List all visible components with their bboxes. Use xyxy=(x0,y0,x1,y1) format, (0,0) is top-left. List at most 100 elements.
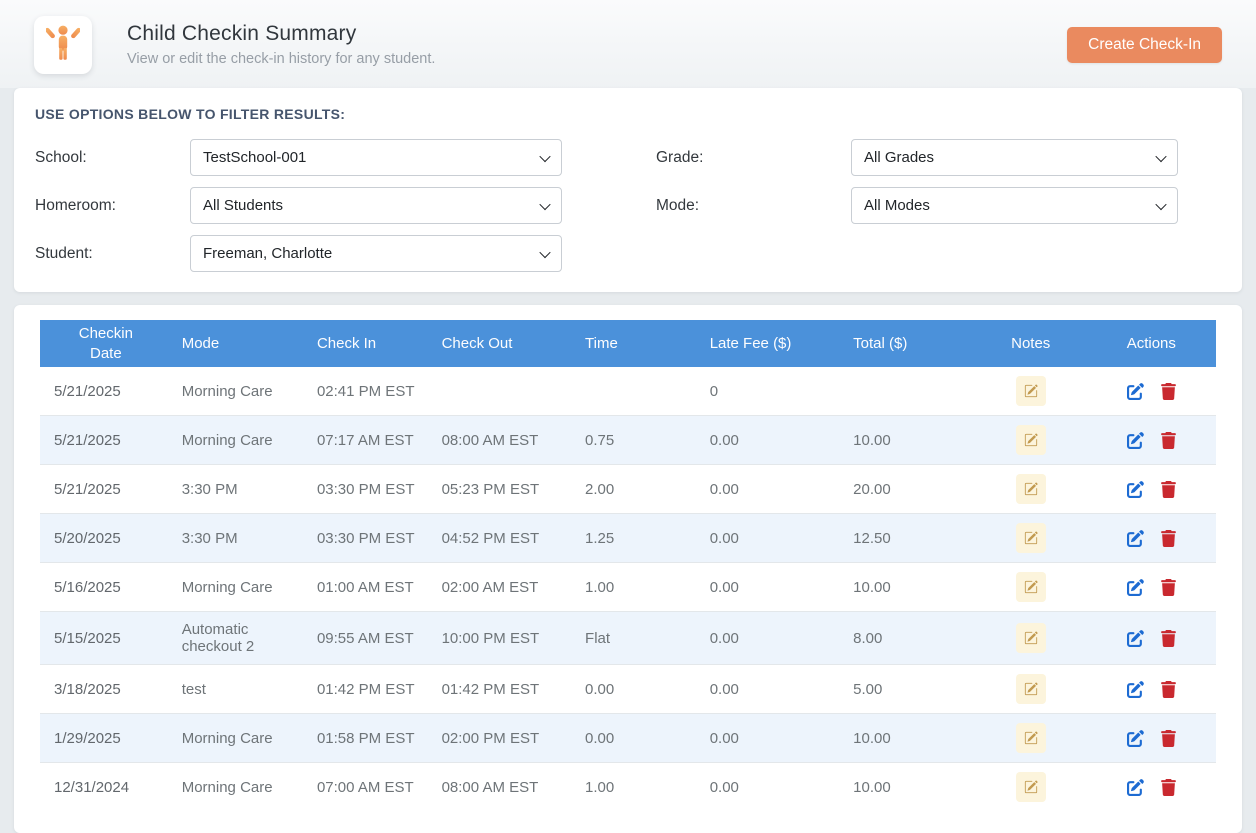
mode-cell: Morning Care xyxy=(172,763,307,812)
edit-button[interactable] xyxy=(1127,630,1144,647)
delete-button[interactable] xyxy=(1161,730,1176,747)
mode-label: Mode: xyxy=(656,197,851,215)
checkin-date-cell: 5/21/2025 xyxy=(40,416,172,465)
notes-button[interactable] xyxy=(1016,572,1046,602)
filter-heading: USE OPTIONS BELOW TO FILTER RESULTS: xyxy=(35,106,1221,122)
check-out-cell: 02:00 PM EST xyxy=(432,714,575,763)
actions-cell xyxy=(1087,665,1216,714)
grade-label: Grade: xyxy=(656,149,851,167)
grade-select-wrap: All Grades xyxy=(851,139,1178,176)
filter-grid: School: TestSchool-001 Grade: All Grades… xyxy=(35,139,1221,272)
trash-icon xyxy=(1161,383,1176,400)
check-out-cell: 02:00 AM EST xyxy=(432,563,575,612)
notes-button[interactable] xyxy=(1016,723,1046,753)
total-cell: 20.00 xyxy=(843,465,975,514)
late-fee-cell: 0.00 xyxy=(700,763,843,812)
mode-select[interactable]: All Modes xyxy=(851,187,1178,224)
checkin-date-cell: 5/21/2025 xyxy=(40,367,172,416)
delete-button[interactable] xyxy=(1161,630,1176,647)
student-field: Student: Freeman, Charlotte xyxy=(35,235,600,272)
late-fee-cell: 0.00 xyxy=(700,563,843,612)
edit-icon xyxy=(1127,579,1144,596)
notes-button[interactable] xyxy=(1016,474,1046,504)
edit-button[interactable] xyxy=(1127,530,1144,547)
actions-cell xyxy=(1087,416,1216,465)
edit-icon xyxy=(1127,481,1144,498)
table-row: 5/21/2025 Morning Care 02:41 PM EST 0 xyxy=(40,367,1216,416)
pencil-square-icon xyxy=(1024,731,1038,745)
school-select[interactable]: TestSchool-001 xyxy=(190,139,562,176)
checkin-table-body: 5/21/2025 Morning Care 02:41 PM EST 0 xyxy=(40,367,1216,811)
grade-select[interactable]: All Grades xyxy=(851,139,1178,176)
edit-button[interactable] xyxy=(1127,383,1144,400)
delete-button[interactable] xyxy=(1161,530,1176,547)
notes-button[interactable] xyxy=(1016,623,1046,653)
time-cell: 1.25 xyxy=(575,514,700,563)
col-header-time: Time xyxy=(575,320,700,367)
actions-cell xyxy=(1087,612,1216,665)
time-cell: 0.00 xyxy=(575,714,700,763)
edit-button[interactable] xyxy=(1127,432,1144,449)
total-cell: 10.00 xyxy=(843,563,975,612)
check-in-cell: 01:42 PM EST xyxy=(307,665,432,714)
edit-button[interactable] xyxy=(1127,730,1144,747)
check-in-cell: 09:55 AM EST xyxy=(307,612,432,665)
notes-cell xyxy=(975,465,1087,514)
notes-cell xyxy=(975,514,1087,563)
mode-cell: Automatic checkout 2 xyxy=(172,612,307,665)
edit-button[interactable] xyxy=(1127,579,1144,596)
trash-icon xyxy=(1161,432,1176,449)
checkin-date-cell: 1/29/2025 xyxy=(40,714,172,763)
filter-panel: USE OPTIONS BELOW TO FILTER RESULTS: Sch… xyxy=(14,88,1242,292)
pencil-square-icon xyxy=(1024,580,1038,594)
homeroom-label: Homeroom: xyxy=(35,197,190,215)
check-out-cell: 05:23 PM EST xyxy=(432,465,575,514)
delete-button[interactable] xyxy=(1161,383,1176,400)
checkin-table: Checkin Date Mode Check In Check Out Tim… xyxy=(40,320,1216,811)
notes-cell xyxy=(975,763,1087,812)
notes-cell xyxy=(975,612,1087,665)
homeroom-field: Homeroom: All Students xyxy=(35,187,600,224)
total-cell: 8.00 xyxy=(843,612,975,665)
notes-button[interactable] xyxy=(1016,772,1046,802)
late-fee-cell: 0.00 xyxy=(700,416,843,465)
total-cell: 5.00 xyxy=(843,665,975,714)
notes-cell xyxy=(975,367,1087,416)
table-row: 5/21/2025 3:30 PM 03:30 PM EST 05:23 PM … xyxy=(40,465,1216,514)
trash-icon xyxy=(1161,681,1176,698)
check-out-cell xyxy=(432,367,575,416)
trash-icon xyxy=(1161,530,1176,547)
check-out-cell: 08:00 AM EST xyxy=(432,416,575,465)
notes-cell xyxy=(975,563,1087,612)
delete-button[interactable] xyxy=(1161,681,1176,698)
edit-icon xyxy=(1127,730,1144,747)
student-select[interactable]: Freeman, Charlotte xyxy=(190,235,562,272)
col-header-total: Total ($) xyxy=(843,320,975,367)
delete-button[interactable] xyxy=(1161,779,1176,796)
col-header-mode: Mode xyxy=(172,320,307,367)
checkin-date-cell: 12/31/2024 xyxy=(40,763,172,812)
create-checkin-button[interactable]: Create Check-In xyxy=(1067,27,1222,63)
edit-button[interactable] xyxy=(1127,681,1144,698)
trash-icon xyxy=(1161,779,1176,796)
page-title: Child Checkin Summary xyxy=(127,22,435,46)
school-field: School: TestSchool-001 xyxy=(35,139,600,176)
notes-button[interactable] xyxy=(1016,376,1046,406)
checkin-date-cell: 5/21/2025 xyxy=(40,465,172,514)
notes-button[interactable] xyxy=(1016,425,1046,455)
pencil-square-icon xyxy=(1024,482,1038,496)
notes-button[interactable] xyxy=(1016,674,1046,704)
time-cell: 0.75 xyxy=(575,416,700,465)
homeroom-select-wrap: All Students xyxy=(190,187,562,224)
delete-button[interactable] xyxy=(1161,432,1176,449)
student-label: Student: xyxy=(35,245,190,263)
delete-button[interactable] xyxy=(1161,481,1176,498)
edit-button[interactable] xyxy=(1127,779,1144,796)
homeroom-select[interactable]: All Students xyxy=(190,187,562,224)
check-in-cell: 01:00 AM EST xyxy=(307,563,432,612)
edit-button[interactable] xyxy=(1127,481,1144,498)
table-row: 5/15/2025 Automatic checkout 2 09:55 AM … xyxy=(40,612,1216,665)
delete-button[interactable] xyxy=(1161,579,1176,596)
notes-button[interactable] xyxy=(1016,523,1046,553)
col-header-check-in: Check In xyxy=(307,320,432,367)
